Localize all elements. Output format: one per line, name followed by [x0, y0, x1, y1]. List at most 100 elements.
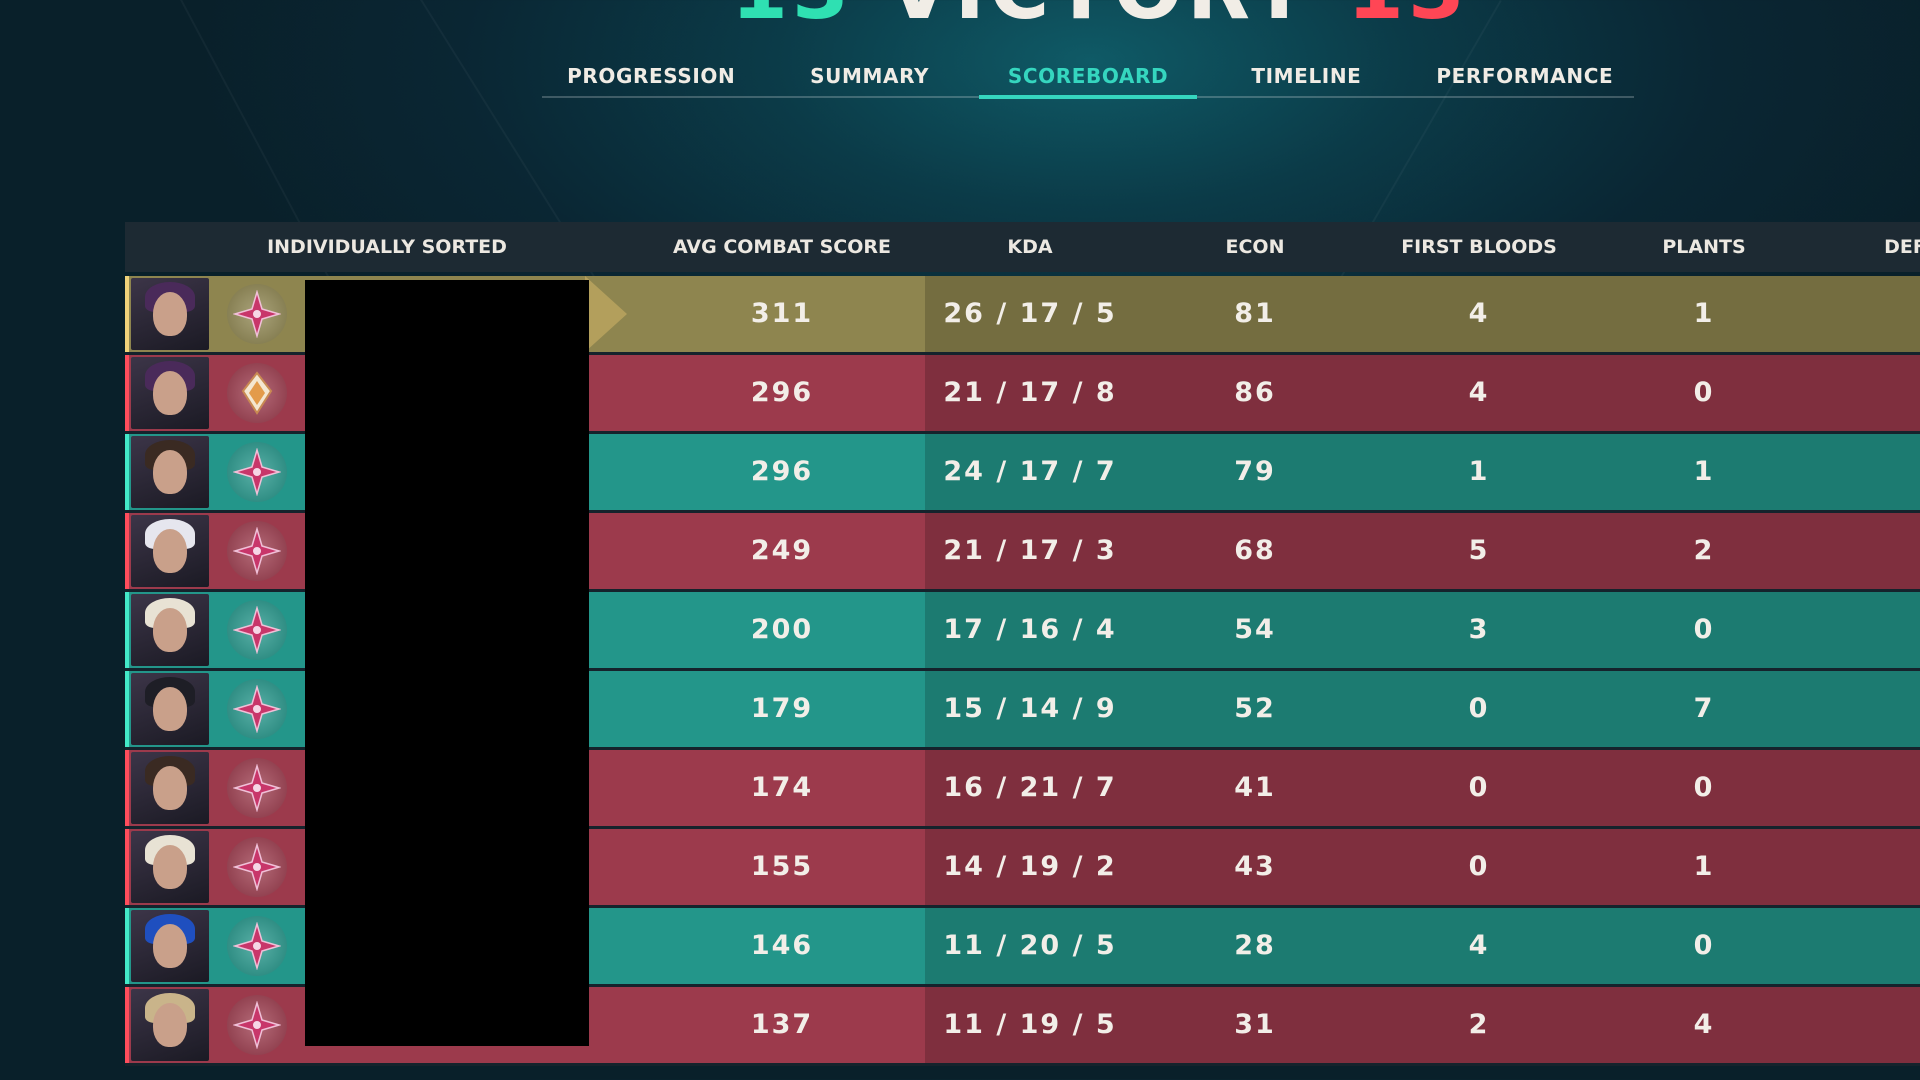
plants-value: 4 — [1693, 1009, 1715, 1040]
row-divider — [125, 431, 1920, 434]
econ-value: 79 — [1234, 456, 1276, 487]
first-bloods-value: 5 — [1468, 535, 1490, 566]
row-divider — [125, 905, 1920, 908]
first-bloods-value: 0 — [1468, 693, 1490, 724]
plants-value: 1 — [1693, 456, 1715, 487]
tab-progression[interactable]: PROGRESSION — [567, 64, 736, 88]
row-divider — [125, 510, 1920, 513]
team-color-stripe — [125, 276, 129, 352]
agent-portrait-icon — [131, 278, 209, 350]
column-header-kda[interactable]: KDA — [1007, 236, 1053, 258]
plants-value: 0 — [1693, 377, 1715, 408]
row-shade — [925, 355, 1920, 431]
first-bloods-value: 3 — [1468, 614, 1490, 645]
agent-portrait-icon — [131, 594, 209, 666]
econ-value: 54 — [1234, 614, 1276, 645]
plants-value: 1 — [1693, 851, 1715, 882]
team-color-stripe — [125, 671, 129, 747]
agent-portrait-icon — [131, 436, 209, 508]
column-header-acs[interactable]: AVG COMBAT SCORE — [672, 236, 892, 258]
kda-value: 15 / 14 / 9 — [943, 693, 1117, 724]
row-shade — [925, 671, 1920, 747]
agent-portrait-icon — [131, 989, 209, 1061]
column-header-econ[interactable]: ECON — [1225, 236, 1285, 258]
tab-timeline[interactable]: TIMELINE — [1251, 64, 1362, 88]
match-tabs: PROGRESSION SUMMARY SCOREBOARD TIMELINE … — [542, 56, 1634, 99]
kda-value: 16 / 21 / 7 — [943, 772, 1117, 803]
team-score-right: 13 — [1347, 0, 1469, 38]
platinum-rank-icon — [227, 679, 287, 739]
row-shade — [925, 750, 1920, 826]
scoreboard-table: INDIVIDUALLY SORTED AVG COMBAT SCORE KDA… — [125, 222, 1920, 1066]
match-result-header: 13 VICTORY 13 — [731, 0, 1465, 38]
gold-rank-icon — [227, 363, 287, 423]
row-shade — [925, 513, 1920, 589]
kda-value: 26 / 17 / 5 — [943, 298, 1117, 329]
plants-value: 2 — [1693, 535, 1715, 566]
platinum-rank-icon — [227, 600, 287, 660]
team-color-stripe — [125, 987, 129, 1063]
row-divider — [125, 668, 1920, 671]
match-result-text: VICTORY — [887, 0, 1313, 38]
row-shade — [925, 592, 1920, 668]
row-divider — [125, 747, 1920, 750]
column-header-sort[interactable]: INDIVIDUALLY SORTED — [267, 236, 507, 258]
row-divider — [125, 1063, 1920, 1066]
kda-value: 14 / 19 / 2 — [943, 851, 1117, 882]
row-divider — [125, 826, 1920, 829]
scoreboard-header-row: INDIVIDUALLY SORTED AVG COMBAT SCORE KDA… — [125, 222, 1920, 272]
row-shade — [925, 829, 1920, 905]
team-color-stripe — [125, 750, 129, 826]
acs-value: 179 — [750, 693, 814, 724]
kda-value: 11 / 20 / 5 — [943, 930, 1117, 961]
acs-value: 200 — [750, 614, 814, 645]
top-player-marker — [585, 276, 627, 352]
plants-value: 7 — [1693, 693, 1715, 724]
econ-value: 81 — [1234, 298, 1276, 329]
team-color-stripe — [125, 434, 129, 510]
econ-value: 52 — [1234, 693, 1276, 724]
econ-value: 68 — [1234, 535, 1276, 566]
econ-value: 41 — [1234, 772, 1276, 803]
platinum-rank-icon — [227, 995, 287, 1055]
column-header-defuses[interactable]: DEF — [1884, 236, 1920, 258]
agent-portrait-icon — [131, 357, 209, 429]
team-color-stripe — [125, 829, 129, 905]
plants-value: 0 — [1693, 772, 1715, 803]
platinum-rank-icon — [227, 521, 287, 581]
row-shade — [925, 434, 1920, 510]
row-divider — [125, 589, 1920, 592]
tab-summary[interactable]: SUMMARY — [810, 64, 930, 88]
redacted-player-names — [305, 280, 589, 1046]
tab-scoreboard[interactable]: SCOREBOARD — [978, 56, 1198, 99]
agent-portrait-icon — [131, 910, 209, 982]
platinum-rank-icon — [227, 837, 287, 897]
column-header-plants[interactable]: PLANTS — [1662, 236, 1746, 258]
econ-value: 43 — [1234, 851, 1276, 882]
column-header-first-bloods[interactable]: FIRST BLOODS — [1401, 236, 1557, 258]
first-bloods-value: 4 — [1468, 377, 1490, 408]
agent-portrait-icon — [131, 752, 209, 824]
platinum-rank-icon — [227, 758, 287, 818]
team-color-stripe — [125, 592, 129, 668]
kda-value: 21 / 17 / 3 — [943, 535, 1117, 566]
row-shade — [925, 987, 1920, 1063]
row-divider — [125, 352, 1920, 355]
kda-value: 21 / 17 / 8 — [943, 377, 1117, 408]
acs-value: 174 — [750, 772, 814, 803]
team-color-stripe — [125, 908, 129, 984]
first-bloods-value: 0 — [1468, 772, 1490, 803]
platinum-rank-icon — [227, 284, 287, 344]
plants-value: 0 — [1693, 930, 1715, 961]
acs-value: 311 — [750, 298, 814, 329]
team-color-stripe — [125, 355, 129, 431]
plants-value: 0 — [1693, 614, 1715, 645]
row-divider — [125, 984, 1920, 987]
row-shade — [925, 908, 1920, 984]
first-bloods-value: 1 — [1468, 456, 1490, 487]
econ-value: 86 — [1234, 377, 1276, 408]
acs-value: 155 — [750, 851, 814, 882]
acs-value: 146 — [750, 930, 814, 961]
tab-performance[interactable]: PERFORMANCE — [1436, 64, 1614, 88]
platinum-rank-icon — [227, 916, 287, 976]
